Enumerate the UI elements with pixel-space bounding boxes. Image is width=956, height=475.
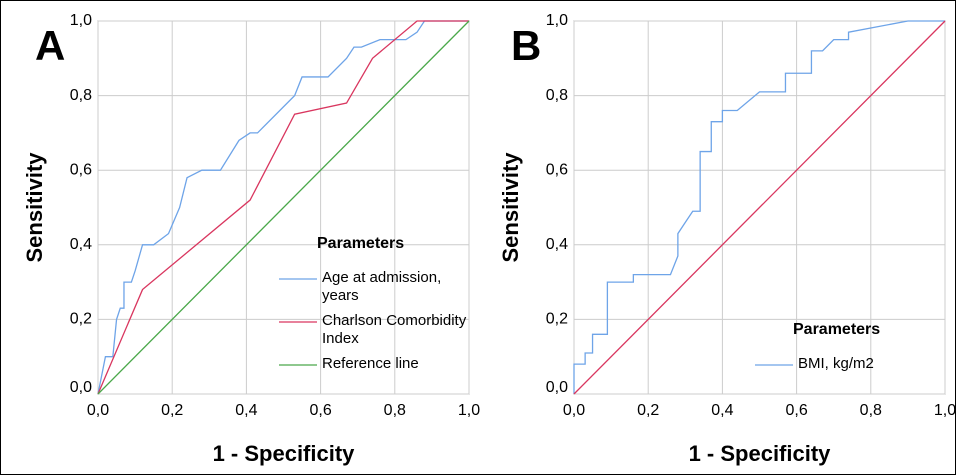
y-tick-label: 0,2 bbox=[70, 311, 92, 328]
x-tick-label: 0,8 bbox=[384, 402, 406, 419]
x-tick-label: 0,8 bbox=[860, 402, 882, 419]
legend-label: Charlson Comorbidity Index bbox=[322, 312, 467, 347]
legend-label: BMI, kg/m2 bbox=[798, 355, 874, 372]
roc-curve bbox=[97, 20, 469, 395]
roc-curve bbox=[573, 20, 946, 395]
roc-curve bbox=[573, 20, 945, 394]
x-tick-label: 1,0 bbox=[458, 402, 480, 419]
y-tick-label: 1,0 bbox=[70, 12, 92, 29]
roc-curve bbox=[97, 20, 470, 395]
y-tick-label: 1,0 bbox=[546, 12, 568, 29]
x-tick-label: 0,4 bbox=[711, 402, 733, 419]
y-tick-label: 0,2 bbox=[546, 311, 568, 328]
legend-label: Reference line bbox=[322, 355, 419, 372]
y-tick-label: 0,8 bbox=[70, 87, 92, 104]
y-axis-title: Sensitivity bbox=[22, 152, 47, 263]
panel-label: B bbox=[511, 22, 541, 69]
y-tick-label: 0,4 bbox=[70, 236, 92, 253]
legend-title: Parameters bbox=[317, 235, 405, 252]
x-tick-label: 0,2 bbox=[637, 402, 659, 419]
y-tick-label: 0,6 bbox=[546, 161, 568, 178]
y-axis-title: Sensitivity bbox=[498, 152, 523, 263]
x-tick-label: 0,2 bbox=[161, 402, 183, 419]
legend-title: Parameters bbox=[793, 321, 881, 338]
x-tick-label: 0,4 bbox=[235, 402, 257, 419]
x-axis-title: 1 - Specificity bbox=[213, 441, 356, 466]
legend-label: Age at admission, years bbox=[322, 269, 442, 304]
x-tick-label: 0,0 bbox=[563, 402, 585, 419]
y-tick-label: 0,0 bbox=[546, 379, 568, 396]
y-tick-label: 0,6 bbox=[70, 161, 92, 178]
x-axis-title: 1 - Specificity bbox=[689, 441, 832, 466]
x-tick-label: 0,6 bbox=[785, 402, 807, 419]
y-tick-label: 0,0 bbox=[70, 379, 92, 396]
x-tick-label: 1,0 bbox=[934, 402, 955, 419]
roc-curve bbox=[97, 20, 469, 395]
y-tick-label: 0,8 bbox=[546, 87, 568, 104]
panel-label: A bbox=[35, 22, 65, 69]
x-tick-label: 0,6 bbox=[309, 402, 331, 419]
y-tick-label: 0,4 bbox=[546, 236, 568, 253]
x-tick-label: 0,0 bbox=[87, 402, 109, 419]
